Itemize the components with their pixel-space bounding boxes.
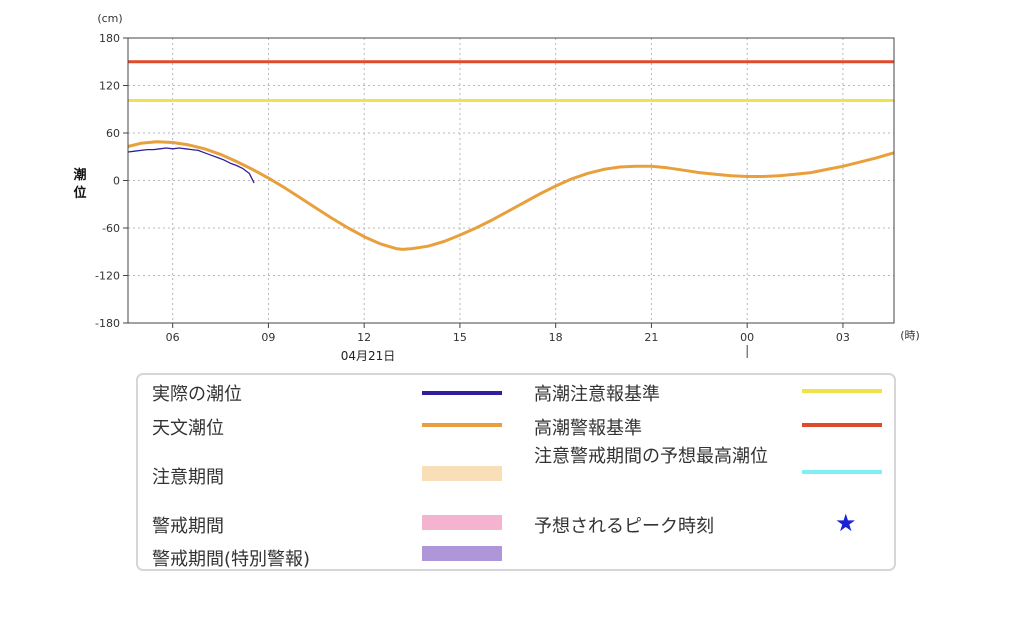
x-unit-label: (時) (900, 329, 920, 342)
y-axis-ticks: 180 120 60 0 -60 -120 -180 (95, 32, 128, 330)
y-tick-label: 0 (113, 175, 120, 188)
legend-swatch-warning-period (422, 515, 502, 530)
legend-swatch-caution-period (422, 466, 502, 481)
legend-label-forecast-max: 注意警戒期間の予想最高潮位 (534, 446, 768, 467)
legend-label-special-warning: 警戒期間(特別警報) (152, 549, 311, 570)
y-tick-label: -60 (102, 222, 120, 235)
x-tick-label: 09 (261, 331, 275, 344)
threshold-lines (128, 60, 894, 103)
y-tick-label: 60 (106, 127, 120, 140)
x-axis-ticks: 06 09 12 15 18 21 00 03 (166, 323, 850, 344)
y-tick-label: -180 (95, 317, 120, 330)
star-icon: ★ (835, 509, 857, 537)
chart-legend: 実際の潮位 天文潮位 注意期間 警戒期間 警戒期間(特別警報) 高潮注意報基準 … (136, 373, 896, 571)
legend-label-advisory-threshold: 高潮注意報基準 (534, 384, 660, 405)
legend-label-warning-period: 警戒期間 (152, 516, 224, 537)
legend-swatch-actual (422, 391, 502, 395)
x-tick-label: 15 (453, 331, 467, 344)
legend-swatch-astronomical (422, 423, 502, 427)
x-tick-label: 03 (836, 331, 850, 344)
y-axis-title-char-2: 位 (73, 185, 86, 201)
x-tick-label: 00 (740, 331, 754, 344)
x-tick-label: 21 (644, 331, 658, 344)
actual-tide-line (127, 147, 255, 184)
legend-label-warning-threshold: 高潮警報基準 (534, 418, 642, 439)
x-tick-label: 06 (166, 331, 180, 344)
series-lines (127, 140, 895, 251)
legend-swatch-forecast-max (802, 470, 882, 474)
astronomical-tide-line (127, 140, 895, 251)
x-tick-label: 12 (357, 331, 371, 344)
date-label: 04月21日 (341, 349, 396, 363)
legend-label-caution-period: 注意期間 (152, 467, 224, 488)
y-tick-label: 120 (99, 80, 120, 93)
y-tick-label: -120 (95, 270, 120, 283)
y-unit-label: (cm) (97, 12, 122, 25)
legend-label-peak-time: 予想されるピーク時刻 (534, 516, 714, 537)
y-tick-label: 180 (99, 32, 120, 45)
legend-label-actual: 実際の潮位 (152, 384, 242, 405)
y-axis-title-char-1: 潮 (73, 167, 86, 183)
legend-swatch-warning-threshold (802, 423, 882, 427)
y-axis-title: 潮 位 (73, 167, 86, 201)
legend-swatch-special-warning (422, 546, 502, 561)
tide-chart: 180 120 60 0 -60 -120 -180 06 09 12 15 18 21 00 03 (c… (73, 12, 920, 363)
chart-grid (128, 38, 894, 323)
legend-swatch-advisory-threshold (802, 389, 882, 393)
x-tick-label: 18 (549, 331, 563, 344)
legend-label-astronomical: 天文潮位 (152, 418, 224, 439)
